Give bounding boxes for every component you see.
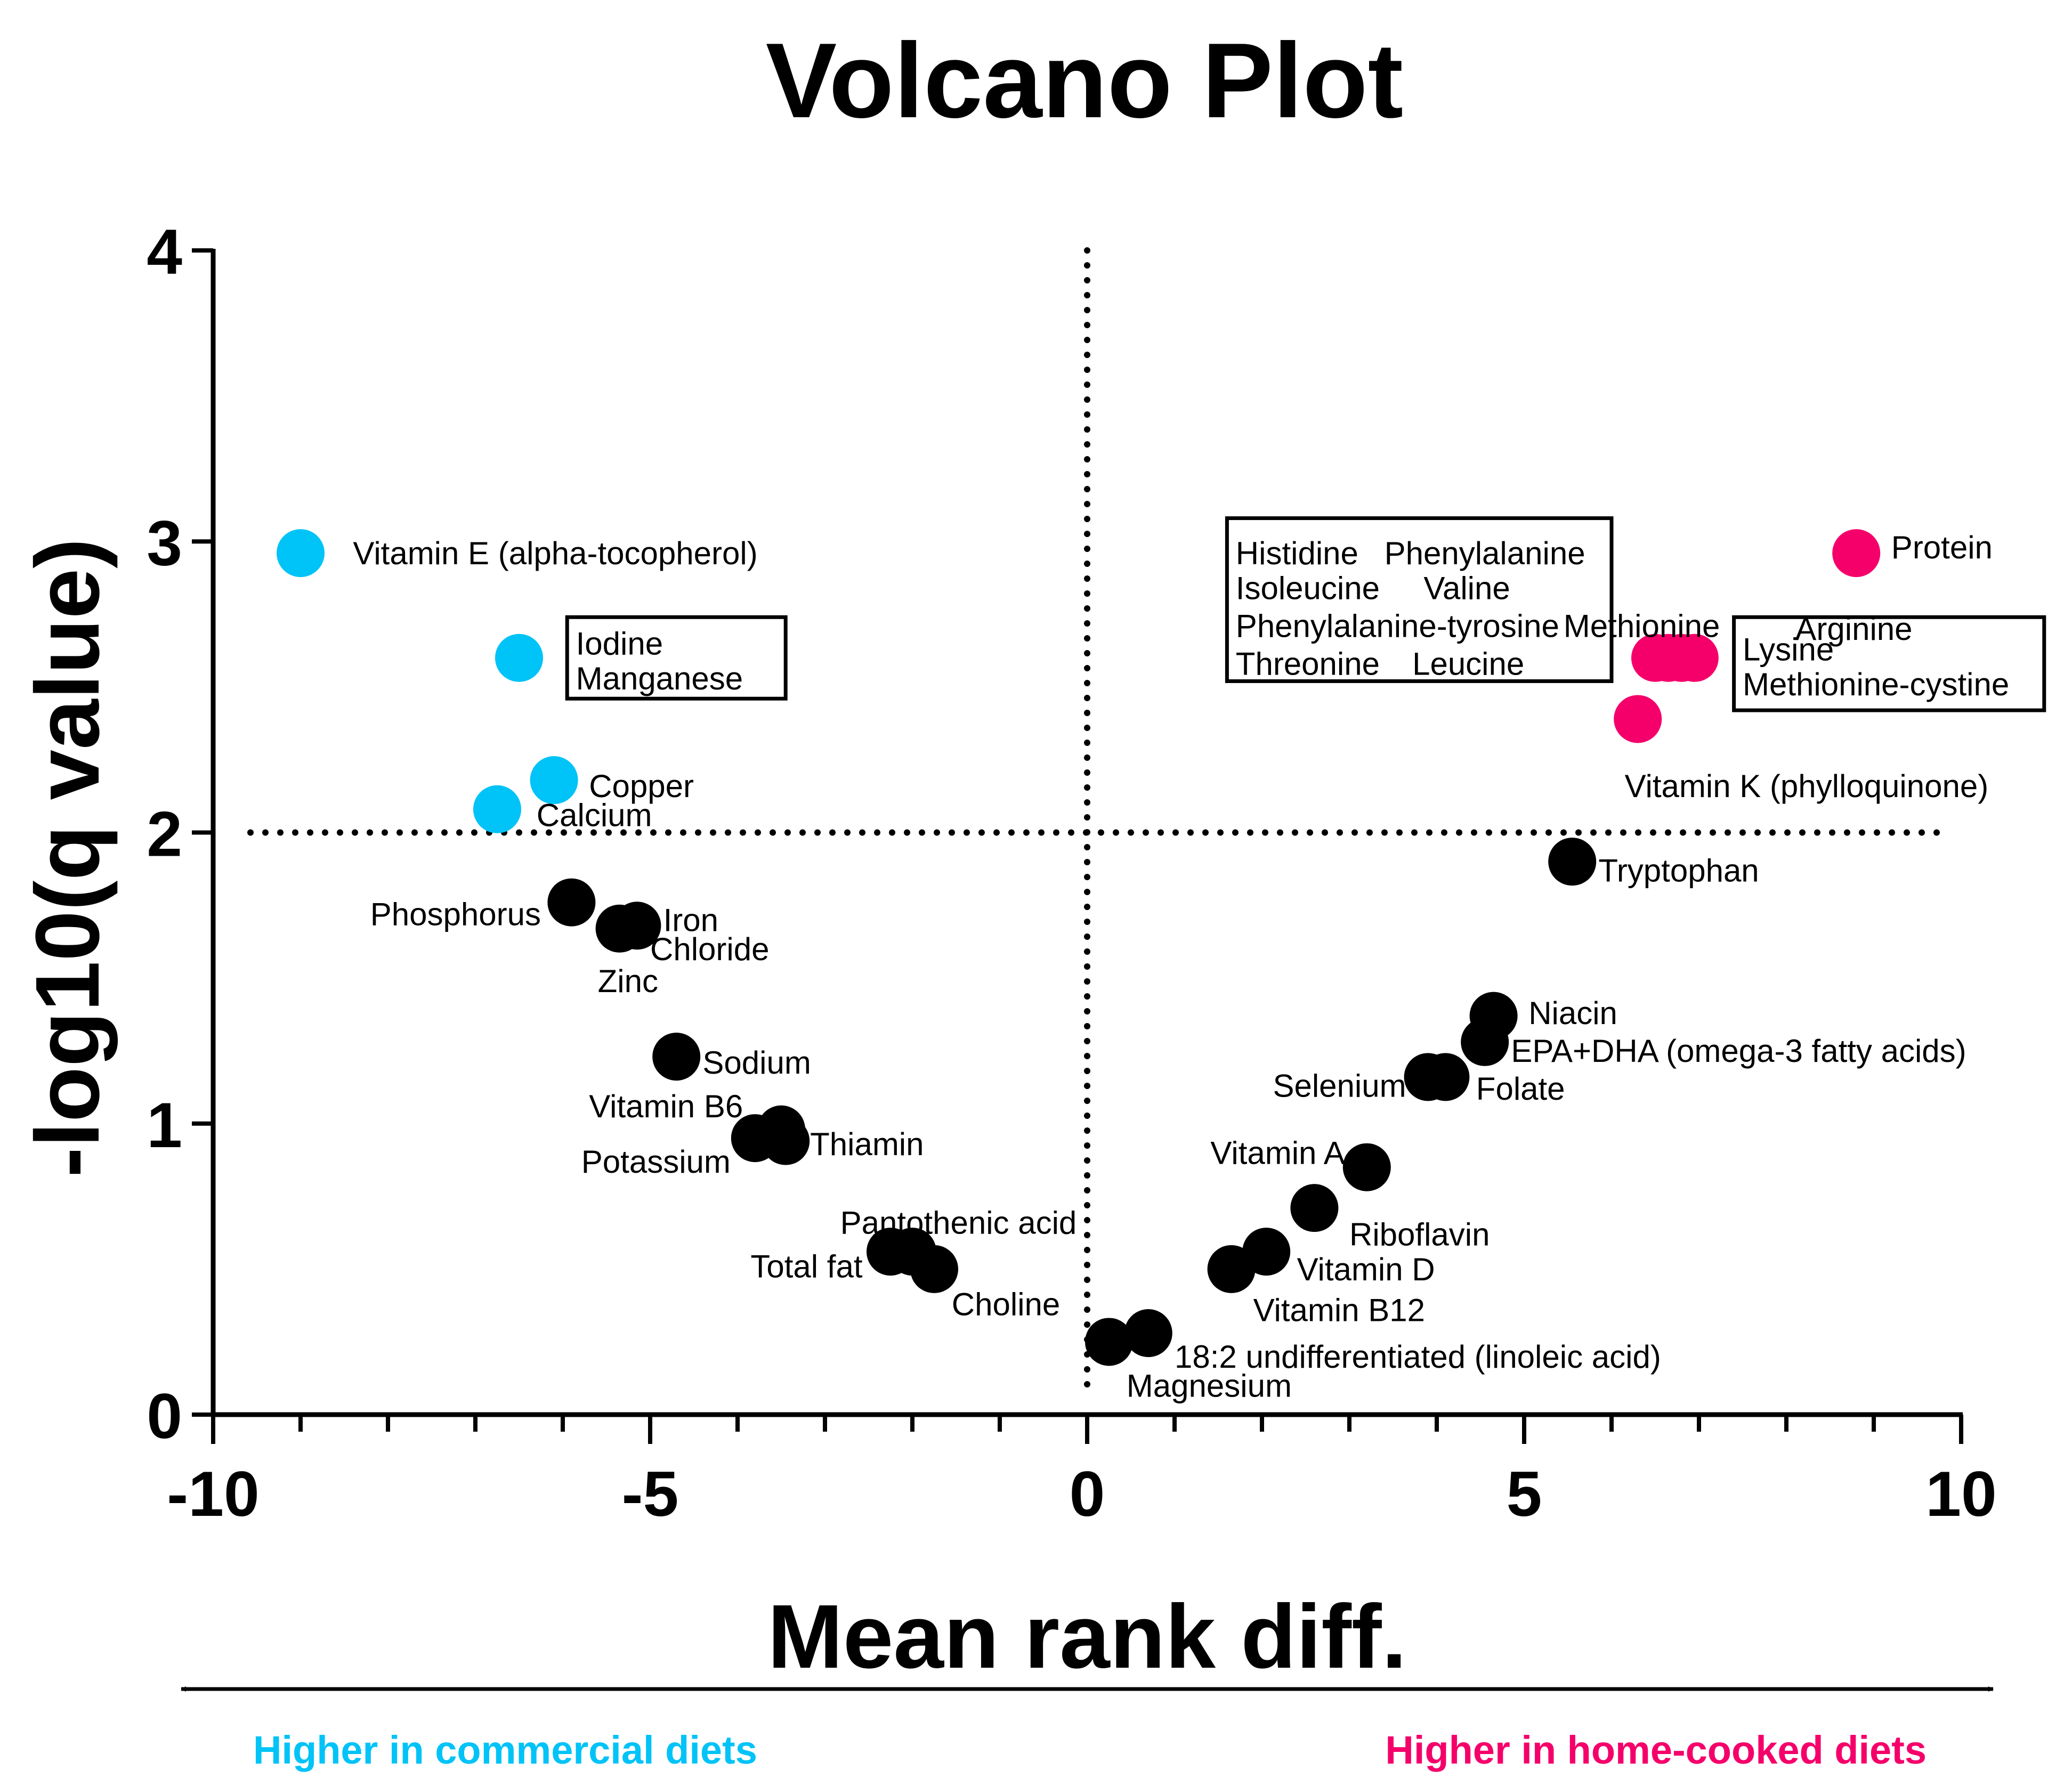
point-label: Selenium xyxy=(1273,1068,1406,1104)
data-point-commercial xyxy=(277,529,325,578)
data-point-home xyxy=(1832,529,1881,578)
point-label: Methionine-cystine xyxy=(1743,667,2009,702)
data-point-ns xyxy=(1124,1309,1172,1358)
data-point-ns xyxy=(1421,1053,1470,1101)
point-label: Vitamin K (phylloquinone) xyxy=(1625,768,1989,804)
data-points xyxy=(277,529,1881,1366)
point-label: Total fat xyxy=(750,1248,862,1284)
y-tick-label: 1 xyxy=(147,1090,182,1161)
point-label: EPA+DHA (omega-3 fatty acids) xyxy=(1511,1033,1966,1069)
data-point-ns xyxy=(1548,838,1597,886)
data-point-ns xyxy=(1207,1245,1256,1293)
point-label: Vitamin D xyxy=(1297,1252,1435,1287)
data-point-ns xyxy=(762,1117,810,1165)
data-point-ns xyxy=(1085,1318,1133,1366)
direction-left-caption: Higher in commercial diets xyxy=(253,1728,757,1772)
point-label: Threonine xyxy=(1236,646,1380,682)
point-label: Copper xyxy=(589,768,694,804)
point-label: 18:2 undifferentiated (linoleic acid) xyxy=(1175,1339,1661,1375)
y-tick-label: 0 xyxy=(147,1381,182,1452)
point-label: Thiamin xyxy=(810,1126,924,1162)
data-point-ns xyxy=(613,902,661,950)
data-point-commercial xyxy=(530,756,578,805)
direction-right-caption: Higher in home-cooked diets xyxy=(1385,1728,1927,1772)
point-label: Phosphorus xyxy=(370,896,541,932)
point-label: Potassium xyxy=(581,1144,731,1180)
point-label: Tryptophan xyxy=(1598,853,1759,889)
point-label: Calcium xyxy=(537,798,652,833)
point-label: Folate xyxy=(1476,1071,1565,1107)
point-label: Vitamin A xyxy=(1210,1135,1345,1171)
data-point-ns xyxy=(652,1033,701,1081)
point-label: Choline xyxy=(952,1286,1060,1322)
point-label: Manganese xyxy=(576,661,743,696)
point-label: Zinc xyxy=(598,963,658,999)
x-tick-label: -5 xyxy=(622,1458,679,1530)
point-label: Iodine xyxy=(576,626,663,661)
reference-lines xyxy=(247,247,1943,1402)
point-label: Valine xyxy=(1423,571,1510,606)
y-axis-title: -log10(q value) xyxy=(17,538,118,1178)
label-box xyxy=(565,615,788,701)
point-label: Magnesium xyxy=(1127,1368,1292,1403)
data-point-commercial xyxy=(495,634,543,682)
x-tick-label: 5 xyxy=(1507,1458,1542,1530)
point-label: Vitamin E (alpha-tocopherol) xyxy=(353,535,757,571)
point-label: Methionine xyxy=(1564,608,1720,644)
y-tick-label: 3 xyxy=(147,507,182,579)
point-label: Iron xyxy=(663,902,718,938)
point-label: Chloride xyxy=(650,931,769,967)
data-point-ns xyxy=(547,878,596,927)
y-tick-label: 2 xyxy=(147,799,182,870)
data-point-home xyxy=(1670,634,1719,682)
point-label: Vitamin B6 xyxy=(589,1089,743,1124)
x-tick-label: -10 xyxy=(167,1458,259,1530)
x-axis-title: Mean rank diff. xyxy=(767,1586,1407,1687)
y-tick-label: 4 xyxy=(147,216,182,288)
point-label: Protein xyxy=(1891,530,1993,565)
point-label: Pantothenic acid xyxy=(840,1205,1077,1240)
point-label: Sodium xyxy=(702,1045,811,1081)
chart-title: Volcano Plot xyxy=(766,21,1403,140)
data-point-home xyxy=(1614,695,1662,743)
point-label: Leucine xyxy=(1412,646,1524,682)
data-point-ns xyxy=(1290,1184,1339,1232)
data-point-ns xyxy=(1342,1143,1391,1191)
point-label: Lysine xyxy=(1743,631,1834,667)
data-point-ns xyxy=(910,1245,958,1293)
label-box xyxy=(1732,615,2046,712)
point-label: Vitamin B12 xyxy=(1253,1292,1425,1328)
label-boxes xyxy=(565,516,2046,712)
axes: -10 -5 0 5 10 0 1 2 3 4 xyxy=(147,216,1996,1530)
x-tick-label: 0 xyxy=(1070,1458,1105,1530)
point-label: Riboflavin xyxy=(1349,1216,1490,1252)
point-label: Histidine xyxy=(1236,535,1358,571)
point-label: Niacin xyxy=(1528,995,1617,1031)
point-label: Isoleucine xyxy=(1236,571,1380,606)
data-point-commercial xyxy=(473,785,521,833)
point-label: Phenylalanine-tyrosine xyxy=(1236,608,1559,644)
data-point-ns xyxy=(1461,1018,1509,1066)
label-box xyxy=(1225,516,1614,683)
point-label: Arginine xyxy=(1795,611,1912,647)
point-label: Phenylalanine xyxy=(1385,535,1585,571)
point-labels: Vitamin E (alpha-tocopherol) IodineMangan… xyxy=(353,530,2009,1403)
x-tick-label: 10 xyxy=(1925,1458,1996,1530)
